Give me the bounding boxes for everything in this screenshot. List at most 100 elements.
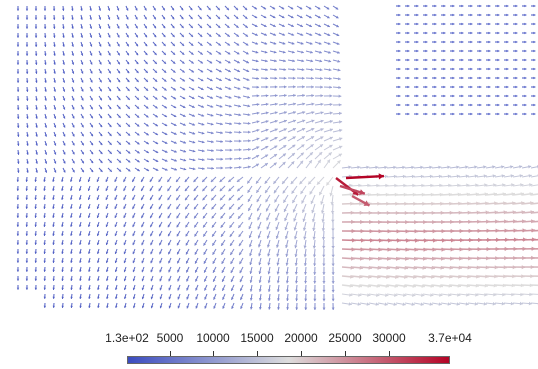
vector-glyph-head (302, 93, 305, 98)
vector-glyph-head (127, 115, 130, 118)
vector-glyph-head (434, 103, 437, 107)
vector-glyph-head (62, 53, 65, 56)
vector-glyph-head (123, 206, 126, 210)
vector-glyph-head (265, 68, 268, 72)
vector-glyph-head (327, 33, 331, 36)
vector-glyph-head (488, 112, 491, 116)
vector-glyph-head (510, 301, 514, 306)
vector-glyph-head (285, 253, 289, 257)
vector-glyph-head (222, 306, 225, 309)
vector-glyph-head (443, 103, 446, 107)
vector-glyph-head (247, 113, 251, 117)
vector-glyph-head (328, 59, 332, 63)
vector-glyph-head (202, 149, 205, 153)
vector-glyph-head (484, 183, 488, 187)
vector-glyph-head (319, 144, 323, 148)
vector-glyph-head (204, 288, 207, 291)
vector-glyph-head (282, 190, 286, 194)
vector-glyph-head (416, 67, 419, 71)
vector-glyph-head (107, 8, 111, 11)
vector-glyph-head (153, 8, 156, 11)
vector-glyph-head (34, 26, 38, 29)
vector-glyph-head (274, 59, 277, 63)
vector-glyph-head (407, 4, 410, 8)
vector-glyph-head (43, 269, 46, 272)
colorbar-tick (257, 351, 259, 356)
vector-glyph-head (479, 76, 482, 80)
vector-glyph-head (127, 133, 131, 136)
vector-glyph-head (81, 169, 84, 173)
vector-glyph-head (407, 58, 410, 62)
vector-glyph-head (90, 142, 93, 146)
vector-glyph-head (276, 244, 280, 248)
vector-glyph-head (394, 183, 398, 188)
vector-glyph-head (71, 26, 74, 29)
vector-glyph-head (190, 25, 193, 29)
vector-glyph-head (35, 170, 38, 173)
vector-glyph-head (194, 260, 198, 264)
vector-glyph-head (62, 71, 65, 74)
vector-glyph-head (267, 289, 271, 292)
vector-glyph-head (326, 15, 330, 19)
vector-glyph-head (181, 43, 185, 46)
vector-glyph-head (71, 35, 74, 38)
vector-glyph-head (294, 263, 298, 266)
vector-glyph-head (99, 106, 102, 110)
vector-glyph-head (319, 191, 323, 196)
vector-glyph-head (220, 140, 223, 143)
vector-glyph-head (136, 124, 140, 127)
vector-glyph-head (515, 67, 518, 71)
vector-glyph-head (146, 124, 149, 127)
vector-glyph-head (456, 174, 460, 178)
vector-glyph-head (135, 52, 139, 56)
vector-glyph-head (90, 80, 93, 83)
vector-glyph-head (359, 189, 365, 196)
vector-glyph-head (295, 307, 299, 310)
vector-glyph-head (108, 53, 111, 56)
vector-glyph-head (201, 140, 205, 144)
vector-glyph-head (282, 161, 286, 166)
vector-glyph-head (146, 132, 149, 136)
vector-glyph-head (127, 79, 130, 83)
vector-glyph-head (88, 296, 91, 299)
vector-glyph-head (246, 60, 249, 64)
vector-glyph-head (43, 224, 46, 227)
colorbar-gradient (127, 356, 450, 364)
vector-glyph-head (285, 271, 289, 275)
vector-glyph-head (176, 215, 179, 219)
vector-glyph-head (44, 80, 47, 83)
vector-glyph-head (126, 61, 130, 65)
vector-glyph-head (438, 302, 442, 306)
vector-glyph-head (429, 174, 433, 179)
vector-glyph-head (26, 161, 29, 164)
vector-glyph-head (150, 296, 154, 300)
vector-glyph-head (420, 302, 424, 306)
vector-glyph-head (176, 179, 179, 183)
vector-glyph-head (106, 278, 109, 281)
vector-glyph-head (470, 94, 473, 98)
vector-glyph-head (193, 179, 197, 183)
vector-glyph-head (25, 278, 29, 281)
vector-glyph-head (366, 302, 370, 306)
vector-glyph-head (97, 269, 100, 272)
vector-glyph-head (44, 161, 48, 164)
vector-glyph-head (154, 97, 158, 100)
vector-glyph-head (229, 166, 233, 170)
vector-glyph-head (488, 103, 491, 107)
vector-glyph-head (81, 80, 84, 83)
vector-glyph-head (264, 50, 268, 54)
vector-glyph-head (203, 251, 207, 255)
vector-glyph-head (88, 305, 91, 308)
vector-glyph-head (106, 305, 109, 308)
vector-glyph-head (434, 76, 437, 80)
vector-glyph-head (141, 206, 144, 210)
vector-glyph-head (210, 87, 213, 90)
vector-glyph-head (300, 24, 303, 27)
vector-glyph-head (16, 197, 20, 200)
vector-glyph-head (105, 188, 108, 191)
vector-glyph-head (25, 179, 28, 182)
vector-glyph-head (201, 105, 204, 108)
vector-glyph-head (465, 165, 469, 169)
vector-glyph-head (163, 52, 166, 55)
